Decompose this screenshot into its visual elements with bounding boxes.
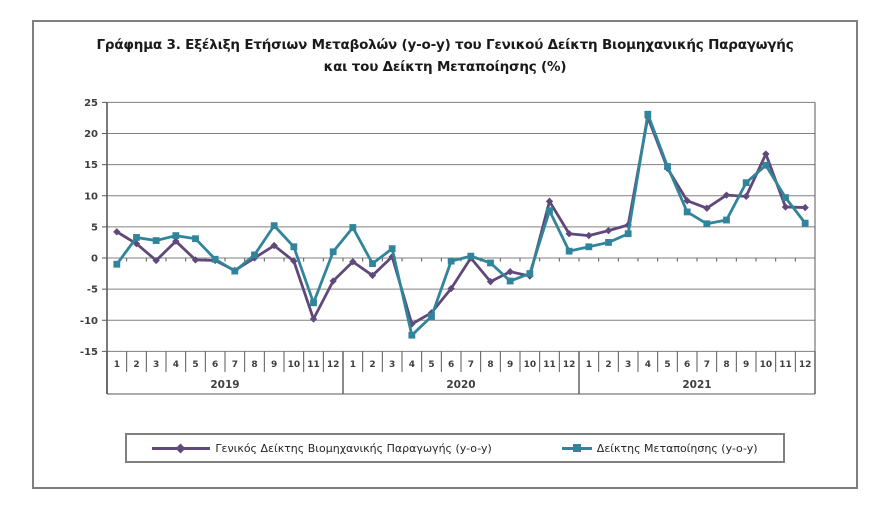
- svg-text:7: 7: [468, 360, 474, 370]
- svg-text:10: 10: [524, 360, 537, 370]
- svg-text:8: 8: [487, 360, 493, 370]
- svg-text:2: 2: [369, 360, 375, 370]
- svg-text:7: 7: [232, 360, 238, 370]
- svg-text:2: 2: [605, 360, 611, 370]
- svg-text:3: 3: [625, 360, 631, 370]
- svg-text:11: 11: [307, 360, 320, 370]
- svg-text:11: 11: [779, 360, 792, 370]
- svg-text:-10: -10: [80, 316, 98, 327]
- legend-label: Γενικός Δείκτης Βιομηχανικής Παραγωγής (…: [215, 441, 492, 455]
- svg-text:9: 9: [743, 360, 749, 370]
- svg-text:25: 25: [84, 98, 98, 109]
- svg-text:12: 12: [327, 360, 340, 370]
- svg-text:2019: 2019: [210, 379, 239, 391]
- figure-frame: Γράφημα 3. Εξέλιξη Ετήσιων Μεταβολών (y-…: [32, 20, 858, 489]
- svg-text:6: 6: [448, 360, 454, 370]
- svg-text:-5: -5: [87, 285, 98, 296]
- svg-text:20: 20: [84, 129, 98, 140]
- legend-item-manufacturing-index: Δείκτης Μεταποίησης (y-o-y): [561, 441, 758, 455]
- svg-text:6: 6: [684, 360, 690, 370]
- svg-text:6: 6: [212, 360, 218, 370]
- teal-line-square-marker-icon: [561, 443, 592, 453]
- chart-title-line2: και του Δείκτη Μεταποίησης (%): [323, 58, 567, 75]
- svg-text:15: 15: [84, 160, 98, 171]
- svg-text:12: 12: [563, 360, 576, 370]
- chart-title-line1: Γράφημα 3. Εξέλιξη Ετήσιων Μεταβολών (y-…: [96, 37, 794, 53]
- svg-text:4: 4: [645, 360, 651, 370]
- svg-text:1: 1: [586, 360, 592, 370]
- svg-text:4: 4: [173, 360, 179, 370]
- svg-text:5: 5: [664, 360, 670, 370]
- chart-title: Γράφημα 3. Εξέλιξη Ετήσιων Μεταβολών (y-…: [34, 35, 856, 78]
- svg-text:10: 10: [84, 191, 98, 202]
- y-axis-labels: 25 20 15 10 5 0 -5 -10 -15: [80, 98, 98, 358]
- series-1: [113, 110, 809, 339]
- svg-text:12: 12: [799, 360, 812, 370]
- svg-text:5: 5: [91, 222, 98, 233]
- purple-line-diamond-marker-icon: [152, 443, 211, 453]
- svg-text:5: 5: [428, 360, 434, 370]
- legend-item-production-index: Γενικός Δείκτης Βιομηχανικής Παραγωγής (…: [152, 441, 492, 455]
- svg-text:3: 3: [389, 360, 395, 370]
- svg-text:9: 9: [271, 360, 277, 370]
- svg-text:3: 3: [153, 360, 159, 370]
- svg-text:8: 8: [723, 360, 729, 370]
- svg-text:4: 4: [409, 360, 415, 370]
- svg-text:2: 2: [133, 360, 139, 370]
- chart-legend: Γενικός Δείκτης Βιομηχανικής Παραγωγής (…: [125, 433, 785, 463]
- svg-text:11: 11: [543, 360, 556, 370]
- svg-text:9: 9: [507, 360, 513, 370]
- svg-text:1: 1: [350, 360, 356, 370]
- svg-text:2020: 2020: [446, 379, 475, 391]
- svg-text:10: 10: [760, 360, 773, 370]
- svg-text:0: 0: [91, 254, 98, 265]
- svg-text:-15: -15: [80, 347, 98, 358]
- svg-text:10: 10: [288, 360, 301, 370]
- legend-label: Δείκτης Μεταποίησης (y-o-y): [596, 441, 758, 455]
- svg-text:8: 8: [251, 360, 257, 370]
- axes: [106, 102, 816, 395]
- svg-text:5: 5: [192, 360, 198, 370]
- svg-text:7: 7: [704, 360, 710, 370]
- svg-text:2021: 2021: [682, 379, 711, 391]
- svg-text:1: 1: [114, 360, 120, 370]
